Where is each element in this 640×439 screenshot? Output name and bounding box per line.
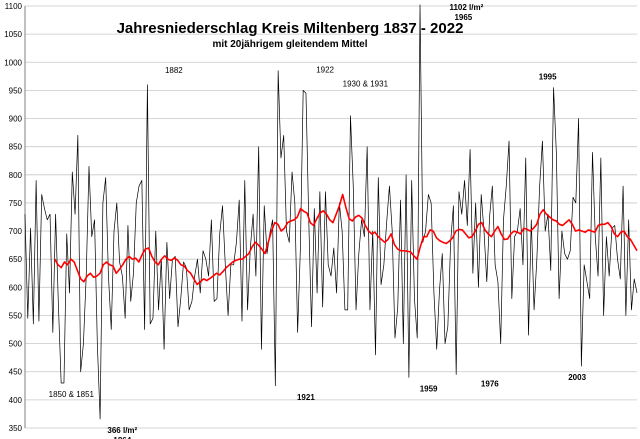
annotation-label: 1959 xyxy=(420,384,438,393)
annotation-label: 1102 l/m² xyxy=(449,3,483,12)
y-tick-label: 450 xyxy=(9,368,23,377)
y-tick-label: 950 xyxy=(9,86,23,95)
y-tick-label: 600 xyxy=(9,283,23,292)
y-tick-label: 400 xyxy=(9,396,23,405)
y-axis: 350 400 450 500 550 600 650 700 750 800 850 900 950 1… xyxy=(4,2,26,433)
y-tick-label: 1000 xyxy=(4,58,22,67)
annotation-label: 1995 xyxy=(539,73,557,82)
y-tick-label: 550 xyxy=(9,311,23,320)
annotation-label: 1882 xyxy=(165,66,183,75)
annotation-label: 1930 & 1931 xyxy=(343,79,389,88)
y-tick-label: 750 xyxy=(9,199,23,208)
y-tick-label: 700 xyxy=(9,227,23,236)
y-tick-label: 1050 xyxy=(4,30,22,39)
y-tick-label: 800 xyxy=(9,171,23,180)
chart-title: Jahresniederschlag Kreis Miltenberg 1837… xyxy=(117,20,464,37)
y-tick-label: 900 xyxy=(9,115,23,124)
annotations: 1850 & 1851 366 l/m²1864 1882 1922 1930 & 19… xyxy=(49,3,587,439)
gridlines xyxy=(25,5,637,429)
y-tick-label: 850 xyxy=(9,143,23,152)
moving-average-line xyxy=(54,193,638,286)
annotation-label: 1976 xyxy=(481,380,499,389)
annual-precipitation-line xyxy=(24,4,638,420)
annotation-label: 1921 xyxy=(297,393,315,402)
y-tick-label: 350 xyxy=(9,424,23,433)
y-tick-label: 1100 xyxy=(5,2,23,11)
annotation-label: 1922 xyxy=(316,66,334,75)
series-layer xyxy=(24,4,638,420)
y-tick-label: 500 xyxy=(9,340,23,349)
annotation-label: 366 l/m² xyxy=(107,426,137,435)
annotation-label: 1864 xyxy=(113,436,131,439)
annotation-label: 2003 xyxy=(568,373,586,382)
y-tick-label: 650 xyxy=(9,255,23,264)
chart-subtitle: mit 20jährigem gleitendem Mittel xyxy=(212,39,367,50)
annotation-label: 1850 & 1851 xyxy=(49,390,95,399)
annotation-label: 1965 xyxy=(454,13,472,22)
